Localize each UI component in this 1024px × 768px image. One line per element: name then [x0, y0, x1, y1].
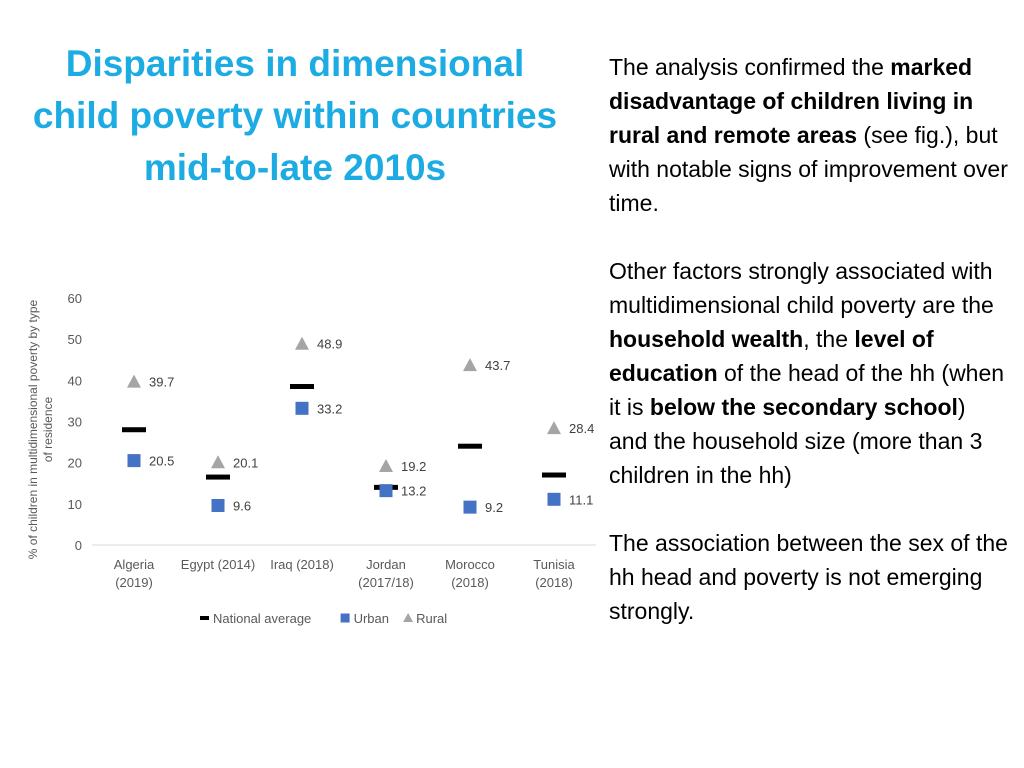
y-tick-label: 20	[68, 456, 82, 471]
y-tick-label: 10	[68, 497, 82, 512]
p2-text-1: Other factors strongly associated with m…	[609, 258, 994, 318]
y-axis-title: % of children in multidimensional povert…	[26, 299, 55, 559]
x-category-label: Morocco (2018)	[445, 557, 495, 590]
p2-text-2: , the	[803, 326, 855, 352]
rural-value-label: 20.1	[233, 455, 258, 470]
p2-bold-2: level of education	[609, 326, 934, 386]
rural-value-label: 19.2	[401, 459, 426, 474]
legend-national-average-swatch	[200, 616, 209, 620]
y-axis-title-line: % of children in multidimensional povert…	[26, 299, 40, 559]
x-category-label-line: Algeria	[114, 557, 155, 572]
urban-marker	[211, 498, 225, 512]
poverty-chart: 0 10 20 30 40 50 60 % of children in multidimen…	[26, 291, 596, 626]
x-category-label-line: (2018)	[451, 575, 489, 590]
rural-value-label: 28.4	[569, 421, 594, 436]
x-category-label-line: (2019)	[115, 575, 153, 590]
p1-text-1: The analysis confirmed the	[609, 54, 891, 80]
p2-bold-1: household wealth	[609, 326, 804, 352]
x-category-label-line: Jordan	[366, 557, 406, 572]
title-line-2: child poverty within countries	[32, 95, 558, 136]
x-category-label: Iraq (2018)	[270, 557, 334, 572]
paragraph-sex-of-head: The association between the sex of the h…	[609, 526, 1009, 628]
legend-label: Rural	[416, 611, 447, 626]
p2-bold-3: below the secondary school	[649, 394, 958, 420]
urban-marker	[379, 484, 393, 498]
urban-marker	[547, 492, 561, 506]
x-category-label: Jordan (2017/18)	[358, 557, 414, 590]
urban-marker	[295, 401, 309, 415]
title-line-1: Disparities in dimensional	[65, 43, 525, 84]
rural-marker	[295, 336, 309, 350]
rural-marker	[127, 374, 141, 388]
y-tick-label: 30	[68, 415, 82, 430]
national-average-marker	[122, 427, 146, 433]
y-tick-label: 40	[68, 373, 82, 388]
rural-marker	[211, 455, 225, 469]
y-tick-label: 0	[75, 538, 82, 553]
x-category-label-line: Tunisia	[533, 557, 575, 572]
p2-text-3: of the head of the hh (when it is	[609, 360, 1005, 420]
slide-title: Disparities in dimensional child poverty…	[0, 38, 590, 194]
urban-marker	[463, 500, 477, 514]
x-category-label: Egypt (2014)	[181, 557, 255, 572]
y-axis-title-line: of residence	[41, 396, 55, 462]
rural-marker	[547, 421, 561, 435]
legend-label: Urban	[354, 611, 389, 626]
urban-value-label: 33.2	[317, 401, 342, 416]
paragraph-other-factors: Other factors strongly associated with m…	[609, 254, 1009, 492]
rural-marker	[463, 358, 477, 372]
body-text: The analysis confirmed the marked disadv…	[609, 50, 1009, 662]
x-category-label-line: (2017/18)	[358, 575, 414, 590]
rural-marker	[379, 458, 393, 472]
title-line-3: mid-to-late 2010s	[143, 147, 447, 188]
urban-value-label: 11.1	[569, 492, 593, 507]
x-category-label: Algeria (2019)	[114, 557, 155, 590]
p3-text-1: The association between the sex of the h…	[609, 530, 1008, 624]
rural-value-label: 48.9	[317, 337, 342, 352]
y-tick-label: 50	[68, 332, 82, 347]
legend-label: National average	[213, 611, 311, 626]
p1-bold-1: marked disadvantage of children living i…	[609, 54, 974, 148]
national-average-marker	[206, 474, 230, 480]
legend-urban-swatch	[340, 613, 350, 623]
p1-text-2: (see fig.), but with notable signs of im…	[609, 122, 1008, 216]
urban-marker	[127, 454, 141, 468]
national-average-marker	[542, 472, 566, 478]
x-category-label-line: (2018)	[535, 575, 573, 590]
urban-value-label: 20.5	[149, 454, 174, 469]
x-category-label-line: Morocco	[445, 557, 495, 572]
paragraph-rural-disadvantage: The analysis confirmed the marked disadv…	[609, 50, 1009, 220]
p2-text-4: ) and the household size (more than 3 ch…	[609, 394, 983, 488]
urban-value-label: 13.2	[401, 484, 426, 499]
rural-value-label: 39.7	[149, 375, 174, 390]
national-average-marker	[290, 384, 314, 390]
y-tick-label: 60	[68, 291, 82, 306]
x-category-label-line: Iraq (2018)	[270, 557, 334, 572]
urban-value-label: 9.2	[485, 500, 503, 515]
urban-value-label: 9.6	[233, 498, 251, 513]
rural-value-label: 43.7	[485, 358, 510, 373]
national-average-marker	[458, 443, 482, 449]
x-category-label-line: Egypt (2014)	[181, 557, 255, 572]
x-category-label: Tunisia (2018)	[533, 557, 575, 590]
legend-rural-swatch	[403, 613, 414, 622]
